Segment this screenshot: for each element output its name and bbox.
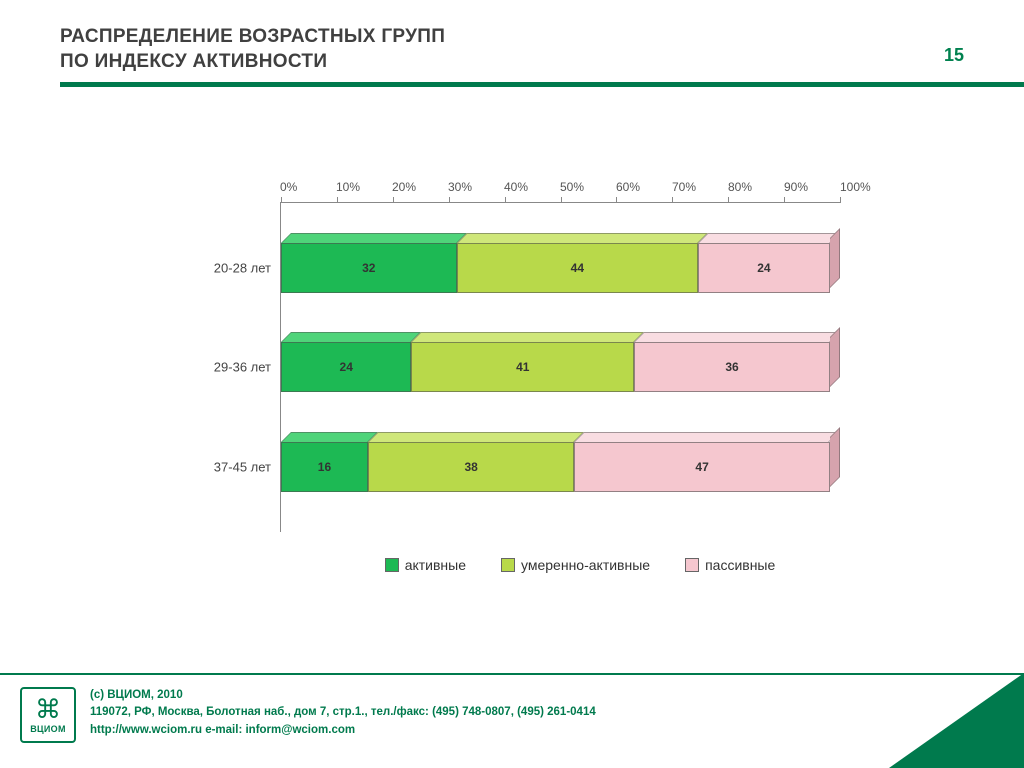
footer-web: http://www.wciom.ru e-mail: inform@wciom… xyxy=(90,722,596,739)
bar-segment: 36 xyxy=(634,342,830,392)
category-label: 20-28 лет xyxy=(181,260,271,275)
logo: ⌘ ВЦИОМ xyxy=(20,687,76,743)
tick-marks xyxy=(281,197,840,203)
page-title: РАСПРЕДЕЛЕНИЕ ВОЗРАСТНЫХ ГРУПП ПО ИНДЕКС… xyxy=(60,25,445,74)
legend-item: активные xyxy=(385,557,466,573)
footer-addr: 119072, РФ, Москва, Болотная наб., дом 7… xyxy=(90,704,596,721)
legend-label: умеренно-активные xyxy=(521,557,650,573)
legend-label: активные xyxy=(405,557,466,573)
legend-item: умеренно-активные xyxy=(501,557,650,573)
category-label: 29-36 лет xyxy=(181,360,271,375)
chart-legend: активные умеренно-активные пассивные xyxy=(280,557,880,573)
footer-org: (c) ВЦИОМ, 2010 xyxy=(90,687,596,704)
header: РАСПРЕДЕЛЕНИЕ ВОЗРАСТНЫХ ГРУПП ПО ИНДЕКС… xyxy=(0,0,1024,82)
legend-label: пассивные xyxy=(705,557,775,573)
category-label: 37-45 лет xyxy=(181,460,271,475)
legend-item: пассивные xyxy=(685,557,775,573)
page-number: 15 xyxy=(944,45,964,66)
bar-row: 37-45 лет163847 xyxy=(281,437,840,497)
bar-segment: 24 xyxy=(281,342,411,392)
title-line2: ПО ИНДЕКСУ АКТИВНОСТИ xyxy=(60,51,327,72)
bar-segment: 47 xyxy=(574,442,829,492)
bar-row: 29-36 лет244136 xyxy=(281,337,840,397)
logo-label: ВЦИОМ xyxy=(30,724,66,734)
bar-row: 20-28 лет324424 xyxy=(281,238,840,298)
footer-text: (c) ВЦИОМ, 2010 119072, РФ, Москва, Боло… xyxy=(90,687,596,739)
bar-segment: 44 xyxy=(457,243,698,293)
plot-area: 20-28 лет324424 29-36 лет244136 37-45 лет1… xyxy=(280,202,840,532)
header-divider xyxy=(60,82,1024,87)
bar-segment: 24 xyxy=(698,243,830,293)
footer: ⌘ ВЦИОМ (c) ВЦИОМ, 2010 119072, РФ, Моск… xyxy=(0,673,1024,768)
bar-segment: 16 xyxy=(281,442,368,492)
corner-triangle-icon xyxy=(889,673,1024,768)
footer-divider xyxy=(0,673,1024,675)
x-axis-labels: 0%10%20%30%40%50%60%70%80%90%100% xyxy=(280,180,840,194)
title-line1: РАСПРЕДЕЛЕНИЕ ВОЗРАСТНЫХ ГРУПП xyxy=(60,26,445,47)
legend-swatch-icon xyxy=(501,558,515,572)
bar-segment: 32 xyxy=(281,243,457,293)
footer-content: ⌘ ВЦИОМ (c) ВЦИОМ, 2010 119072, РФ, Моск… xyxy=(20,687,596,743)
legend-swatch-icon xyxy=(685,558,699,572)
activity-chart: 0%10%20%30%40%50%60%70%80%90%100% 20-28 … xyxy=(190,180,880,573)
logo-icon: ⌘ xyxy=(35,696,61,722)
legend-swatch-icon xyxy=(385,558,399,572)
bar-segment: 38 xyxy=(368,442,574,492)
bar-segment: 41 xyxy=(411,342,634,392)
